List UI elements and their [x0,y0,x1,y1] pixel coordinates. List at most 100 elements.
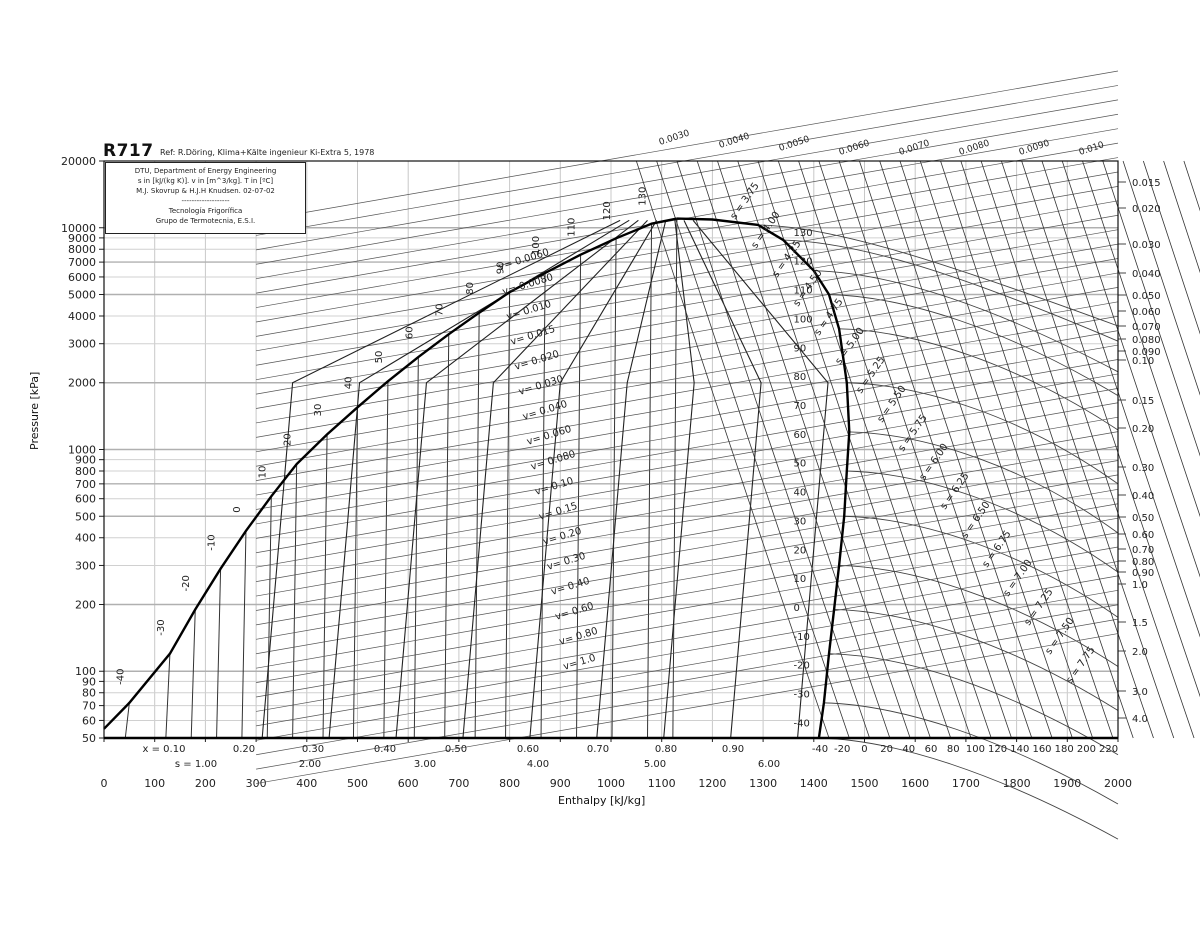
x-tick-label: 1400 [800,777,828,790]
right-volume-label: 4.0 [1132,714,1148,725]
x-tick-label: 1000 [597,777,625,790]
y-tick-label: 7000 [68,256,96,269]
quality-label: 0.50 [445,744,467,755]
right-volume-label: 0.015 [1132,178,1161,189]
superheat-temp-label: 140 [1010,744,1029,755]
info-line-4: ------------------- [181,197,230,205]
isochore-label: v= 0.30 [546,551,587,573]
right-volume-label: 0.40 [1132,491,1154,502]
superheat-temp-label: -20 [834,744,850,755]
liquid-temp-label: 30 [313,404,324,417]
info-box: DTU, Department of Energy Engineering s … [105,162,306,234]
info-line-2: s in [kJ/(kg K)]. v in [m^3/kg]. T in [º… [137,177,274,185]
superheat-temp-label: 20 [880,744,893,755]
liquid-temp-label: 40 [344,377,355,390]
isentropes [635,160,1200,739]
liquid-temp-label: -10 [207,534,218,550]
isochore-label: v= 0.15 [538,501,579,523]
x-tick-label: 2000 [1104,777,1132,790]
isentrope-label: s = 5.75 [896,413,929,454]
chart-reference: Ref: R.Döring, Klima+Kälte ingenieur Ki-… [160,148,375,157]
y-tick-label: 60 [82,714,96,727]
isochore-label: v= 0.030 [517,374,564,398]
superheat-temp-label: 100 [966,744,985,755]
quality-label: 0.60 [517,744,539,755]
right-volume-label: 0.20 [1132,424,1154,435]
superheat-temp-label: 160 [1032,744,1051,755]
liquid-temp-label: 60 [404,326,415,339]
liquid-temp-label: 90 [496,261,507,274]
liquid-temp-label: 20 [283,433,294,446]
liquid-temp-label: 110 [567,218,578,237]
vapor-temp-label: -20 [794,661,810,672]
quality-label: 0.80 [655,744,677,755]
vapor-temp-label: -10 [794,632,810,643]
isentrope-label: s = 3.75 [728,181,761,222]
superheat-temp-label: 80 [947,744,960,755]
right-volume-label: 0.080 [1132,335,1161,346]
y-tick-label: 800 [75,465,96,478]
info-line-1: DTU, Department of Energy Engineering [134,167,277,175]
x-tick-label: 600 [398,777,419,790]
liquid-temp-label: 100 [531,236,542,255]
y-axis-label: Pressure [kPa] [28,371,41,450]
right-volume-label: 0.60 [1132,530,1154,541]
quality-label: 0.40 [374,744,396,755]
right-volume-label: 0.10 [1132,356,1154,367]
isentrope-label: s = 4.00 [749,210,782,251]
vapor-temp-label: 100 [794,314,813,325]
right-volume-label: 0.020 [1132,204,1161,215]
right-volume-label: 0.050 [1132,291,1161,302]
vapor-temp-label: 30 [794,516,807,527]
x-tick-label: 1900 [1053,777,1081,790]
superheat-temp-label: 40 [902,744,915,755]
liquid-temp-label: 70 [435,303,446,316]
x-tick-label: 1300 [749,777,777,790]
quality-label: x = 0.10 [143,744,186,755]
y-tick-label: 8000 [68,243,96,256]
y-tick-label: 100 [75,665,96,678]
superheat-temp-label: 60 [925,744,938,755]
vapor-temp-label: 110 [794,286,813,297]
vapor-temp-label: 60 [794,430,807,441]
y-tick-label: 4000 [68,310,96,323]
x-tick-label: 0 [101,777,108,790]
quality-label: 0.30 [302,744,324,755]
x-tick-label: 1800 [1003,777,1031,790]
right-volume-label: 3.0 [1132,687,1148,698]
isentrope-label: s = 6.50 [959,500,992,541]
vapor-temp-label: 90 [794,343,807,354]
isochore-label: v= 0.020 [513,349,560,373]
entropy-bottom-label: s = 1.00 [175,759,217,770]
right-volume-label: 0.040 [1132,269,1161,280]
x-tick-label: 1200 [698,777,726,790]
entropy-bottom-label: 4.00 [527,759,549,770]
right-volume-label: 0.70 [1132,545,1154,556]
top-volume-label: 0.0030 [658,129,691,148]
right-volume-label: 0.30 [1132,463,1154,474]
isochore-label: v= 0.015 [509,324,556,348]
isochore-label: v= 0.010 [505,299,552,323]
vapor-temp-label: 80 [794,372,807,383]
right-volume-label: 0.030 [1132,240,1161,251]
y-tick-label: 300 [75,559,96,572]
y-tick-label: 3000 [68,338,96,351]
superheat-temp-label: 200 [1077,744,1096,755]
quality-label: 0.90 [722,744,744,755]
right-volume-label: 2.0 [1132,647,1148,658]
y-tick-label: 700 [75,478,96,491]
saturation-dome [103,217,851,739]
isochore-label: v= 0.040 [521,399,568,423]
liquid-temp-label: 0 [232,506,243,512]
saturated-vapor-line [676,217,851,739]
liquid-temp-label: 80 [465,282,476,295]
entropy-bottom-label: 2.00 [299,759,321,770]
x-tick-label: 800 [499,777,520,790]
liquid-temp-label: -30 [156,619,167,635]
superheat-temp-label: 0 [861,744,867,755]
liquid-temp-label: 50 [374,351,385,364]
y-tick-label: 5000 [68,289,96,302]
vapor-temp-label: 0 [794,603,800,614]
top-volume-label: 0.0060 [838,139,871,158]
info-line-3: M.J. Skovrup & H.J.H Knudsen. 02-07-02 [136,187,275,195]
